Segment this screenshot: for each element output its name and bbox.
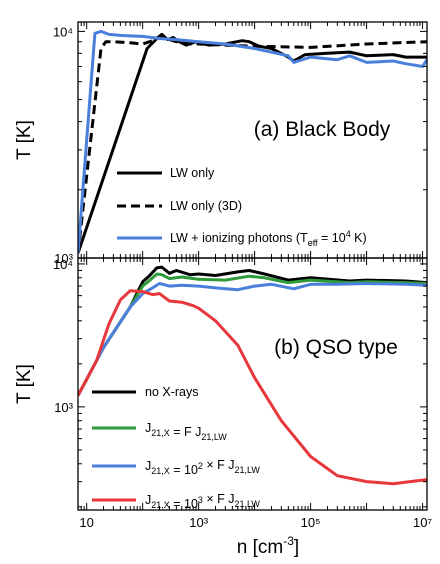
legend-label: LW only (3D) (170, 199, 242, 213)
series-line-3 (78, 29, 427, 254)
legend-label: J21,X = F J21,LW (145, 421, 227, 442)
legend-label: J21,X = 103 × F J21,LW (145, 492, 260, 511)
y-tick-label: 10³ (54, 251, 73, 266)
y-axis-label: T [K] (14, 120, 35, 160)
series-line-4 (78, 289, 427, 486)
legend-label: LW only (170, 166, 215, 180)
x-tick-label: 10⁷ (413, 515, 432, 530)
panel-title: (a) Black Body (254, 118, 391, 141)
x-axis-label: n [cm-3] (237, 534, 299, 558)
panel-a: 10³ 10⁴ T [K] (a) Black Body LW only LW only … (14, 21, 428, 266)
y-tick-label: 10⁴ (53, 257, 73, 272)
panel-title: (b) QSO type (274, 336, 398, 359)
legend-label: J21,X = 102 × F J21,LW (145, 458, 260, 477)
x-tick-label: 10³ (189, 515, 208, 530)
series-line-1 (78, 32, 427, 254)
y-tick-label: 10⁴ (53, 24, 73, 39)
series-group (78, 265, 427, 486)
y-axis-label: T [K] (14, 364, 35, 404)
x-tick-label: 10⁵ (301, 515, 321, 530)
legend-label: LW + ionizing photons (Teff = 104 K) (170, 229, 367, 248)
series-line-1 (78, 265, 427, 397)
series-group (78, 29, 427, 254)
series-line-3 (78, 282, 427, 397)
series-line-2 (78, 34, 427, 254)
panel-b: 10 10³ 10⁵ 10⁷ 10³ 10⁴ T [K] (b) QSO type no X-r… (14, 257, 432, 530)
legend-label: no X-rays (145, 385, 199, 399)
x-tick-label: 10 (79, 515, 93, 530)
y-tick-label: 10³ (54, 400, 73, 415)
